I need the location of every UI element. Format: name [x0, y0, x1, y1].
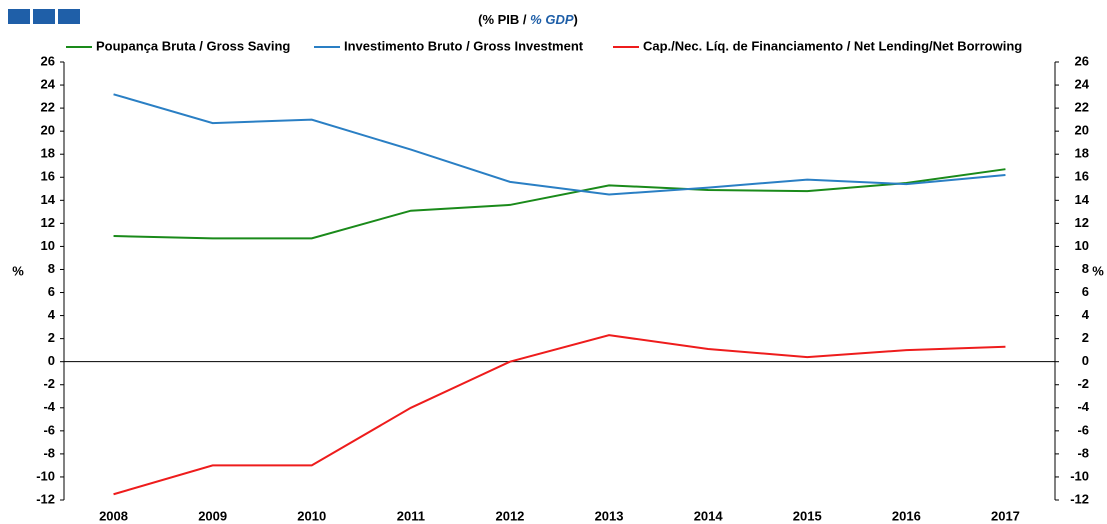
x-tick-label: 2014: [694, 508, 724, 523]
y2-tick-label: 10: [1075, 238, 1089, 253]
logo-block: [8, 9, 30, 24]
logo-block: [58, 9, 80, 24]
data-line: [113, 334, 1006, 496]
y-tick-label: 12: [41, 215, 55, 230]
x-tick-label: 2013: [595, 508, 624, 523]
y-tick-label: -10: [36, 468, 55, 483]
x-tick-label: 2016: [892, 508, 921, 523]
x-tick-label: 2011: [397, 508, 425, 523]
data-line: [113, 93, 1006, 196]
y2-tick-label: 18: [1075, 146, 1089, 161]
y2-tick-label: -6: [1077, 422, 1089, 437]
y2-axis-label: %: [1092, 263, 1104, 278]
y2-tick-label: -8: [1077, 445, 1089, 460]
y2-tick-label: 0: [1082, 353, 1089, 368]
y2-tick-label: 14: [1075, 192, 1090, 207]
y-tick-label: 10: [41, 238, 55, 253]
y-tick-label: 0: [48, 353, 55, 368]
title-part: ): [574, 12, 578, 27]
y-axis-label: %: [12, 263, 24, 278]
chart-title: (% PIB / % GDP): [478, 12, 578, 27]
legend-label: Investimento Bruto / Gross Investment: [344, 38, 584, 53]
y-tick-label: -12: [36, 491, 55, 506]
x-tick-label: 2010: [297, 508, 326, 523]
y-tick-label: 20: [41, 123, 55, 138]
y2-tick-label: 24: [1075, 76, 1090, 91]
y-tick-label: 16: [41, 169, 55, 184]
legend-label: Cap./Nec. Líq. de Financiamento / Net Le…: [643, 38, 1022, 53]
logo-block: [33, 9, 55, 24]
y2-tick-label: 4: [1082, 307, 1090, 322]
x-tick-label: 2017: [991, 508, 1020, 523]
y-tick-label: -4: [43, 399, 55, 414]
y2-tick-label: 12: [1075, 215, 1089, 230]
y-tick-label: 24: [41, 76, 56, 91]
y-tick-label: -8: [43, 445, 55, 460]
data-line: [113, 168, 1006, 240]
y2-tick-label: 20: [1075, 123, 1089, 138]
title-part: % GDP: [530, 12, 574, 27]
y-tick-label: 14: [41, 192, 56, 207]
x-tick-label: 2008: [99, 508, 128, 523]
y2-tick-label: 2: [1082, 330, 1089, 345]
title-part: (% PIB /: [478, 12, 530, 27]
y2-tick-label: -2: [1077, 376, 1089, 391]
y2-tick-label: 16: [1075, 169, 1089, 184]
y-tick-label: -6: [43, 422, 55, 437]
y-tick-label: 22: [41, 100, 55, 115]
y-tick-label: 18: [41, 146, 55, 161]
y-tick-label: 2: [48, 330, 55, 345]
y-tick-label: 4: [48, 307, 56, 322]
y-tick-label: 6: [48, 284, 55, 299]
y2-tick-label: -4: [1077, 399, 1089, 414]
x-tick-label: 2012: [495, 508, 524, 523]
y2-tick-label: -12: [1070, 491, 1089, 506]
y2-tick-label: -10: [1070, 468, 1089, 483]
legend-label: Poupança Bruta / Gross Saving: [96, 38, 290, 53]
y-tick-label: -2: [43, 376, 55, 391]
x-tick-label: 2009: [198, 508, 227, 523]
y-tick-label: 8: [48, 261, 55, 276]
y2-tick-label: 8: [1082, 261, 1089, 276]
y2-tick-label: 22: [1075, 100, 1089, 115]
x-tick-label: 2015: [793, 508, 822, 523]
y2-tick-label: 6: [1082, 284, 1089, 299]
y-tick-label: 26: [41, 53, 55, 68]
y2-tick-label: 26: [1075, 53, 1089, 68]
